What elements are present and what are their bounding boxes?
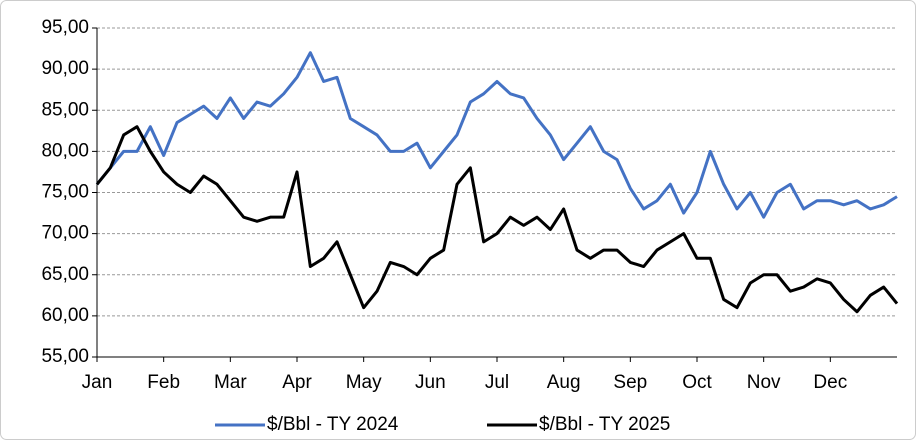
- x-tick-label: Dec: [813, 372, 847, 393]
- x-tick-label: Feb: [147, 372, 180, 393]
- x-tick-label: Apr: [282, 372, 312, 393]
- x-tick-label: Mar: [214, 372, 247, 393]
- series-line: [95, 51, 898, 219]
- y-tick-label: 95,00: [41, 17, 89, 38]
- y-tick-label: 90,00: [41, 58, 89, 79]
- x-tick-label: May: [346, 372, 382, 393]
- x-tick-label: Jan: [82, 372, 113, 393]
- x-tick-label: Oct: [682, 372, 712, 393]
- y-tick-label: 85,00: [41, 99, 89, 120]
- x-tick-label: Jun: [415, 372, 446, 393]
- x-tick-label: Sep: [613, 372, 647, 393]
- y-tick-label: 65,00: [41, 264, 89, 285]
- x-tick-label: Jul: [485, 372, 509, 393]
- legend-label: $/Bbl - TY 2025: [539, 414, 670, 435]
- y-tick-label: 60,00: [41, 305, 89, 326]
- x-tick-label: Aug: [547, 372, 581, 393]
- y-tick-label: 55,00: [41, 346, 89, 367]
- y-tick-label: 75,00: [41, 182, 89, 203]
- x-tick-label: Nov: [747, 372, 781, 393]
- y-tick-label: 80,00: [41, 140, 89, 161]
- y-tick-label: 70,00: [41, 223, 89, 244]
- series-line: [95, 125, 899, 314]
- legend-label: $/Bbl - TY 2024: [267, 414, 399, 435]
